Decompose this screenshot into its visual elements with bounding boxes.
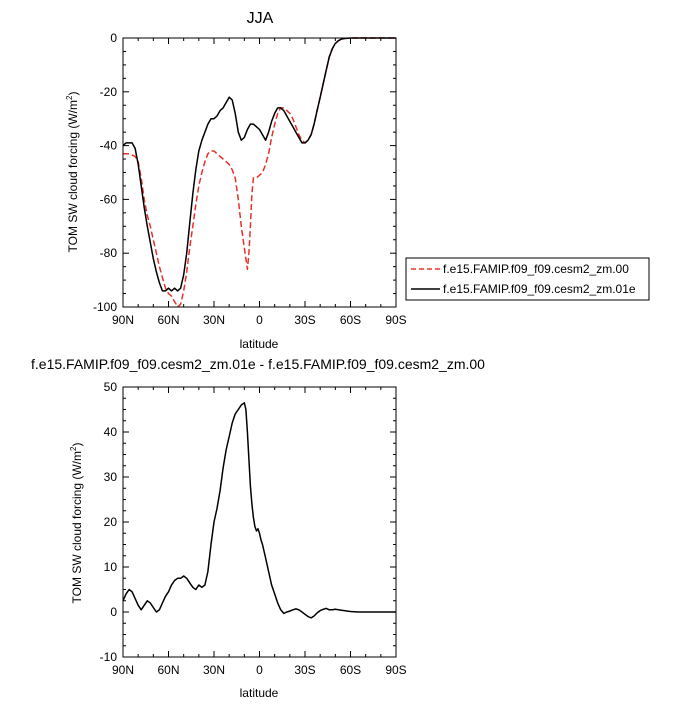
top-x-tick-label: 60S [340,313,361,327]
bottom-y-axis-label: TOM SW cloud forcing (W/m2) [69,443,84,604]
legend-label-zm-00: f.e15.FAMIP.f09_f09.cesm2_zm.00 [443,262,629,276]
bottom-y-tick-label: 50 [104,380,118,394]
bottom-y-tick-label: 20 [104,515,118,529]
top-x-tick-label: 90N [112,313,134,327]
top-y-tick-label: -40 [100,139,118,153]
bottom-y-tick-label: 0 [110,605,117,619]
bottom-chart-title: f.e15.FAMIP.f09_f09.cesm2_zm.01e - f.e15… [31,356,485,372]
legend: f.e15.FAMIP.f09_f09.cesm2_zm.00 f.e15.FA… [405,257,650,301]
top-panel: JJA TOM SW cloud forcing (W/m2) latitude… [65,10,407,351]
bottom-y-tick-label: 30 [104,470,118,484]
top-ticks [122,37,397,308]
top-tick-labels: 90N 60N 30N 0 30S 60S 90S 0 -20 -40 -60 -80 -100 [93,31,407,327]
bottom-x-tick-label: 90N [112,663,134,677]
legend-label-zm-01e: f.e15.FAMIP.f09_f09.cesm2_zm.01e [443,282,636,296]
bottom-ticks [122,386,397,658]
top-x-tick-label: 90S [385,313,406,327]
top-series-lines [122,37,396,308]
bottom-y-tick-label: 10 [104,560,118,574]
top-chart-title: JJA [247,10,274,27]
bottom-y-tick-label: 40 [104,425,118,439]
top-y-tick-label: -100 [93,300,117,314]
top-y-tick-label: -80 [100,246,118,260]
top-plot-frame [122,37,397,308]
bottom-y-tick-label: -10 [100,650,118,664]
bottom-x-tick-label: 30S [294,663,315,677]
top-x-axis-label: latitude [240,337,279,351]
top-x-tick-label: 0 [256,313,263,327]
bottom-x-tick-label: 90S [385,663,406,677]
bottom-tick-labels: 90N 60N 30N 0 30S 60S 90S 50 40 30 20 10 0 -10 [100,380,407,677]
top-x-tick-label: 60N [157,313,179,327]
bottom-panel: f.e15.FAMIP.f09_f09.cesm2_zm.01e - f.e15… [31,356,485,700]
bottom-series-lines [122,402,396,619]
top-x-tick-label: 30N [203,313,225,327]
top-y-tick-label: -20 [100,85,118,99]
top-y-tick-label: 0 [110,31,117,45]
bottom-x-tick-label: 60N [157,663,179,677]
top-y-tick-label: -60 [100,192,118,206]
top-x-tick-label: 30S [294,313,315,327]
bottom-x-tick-label: 60S [340,663,361,677]
bottom-x-axis-label: latitude [240,686,279,700]
bottom-x-tick-label: 30N [203,663,225,677]
top-series-line-1 [122,37,396,292]
top-series-line-0 [123,37,396,308]
legend-box [405,257,650,301]
bottom-series-line-0 [122,402,396,619]
bottom-plot-frame [122,386,397,658]
top-y-axis-label: TOM SW cloud forcing (W/m2) [65,92,80,253]
bottom-x-tick-label: 0 [256,663,263,677]
